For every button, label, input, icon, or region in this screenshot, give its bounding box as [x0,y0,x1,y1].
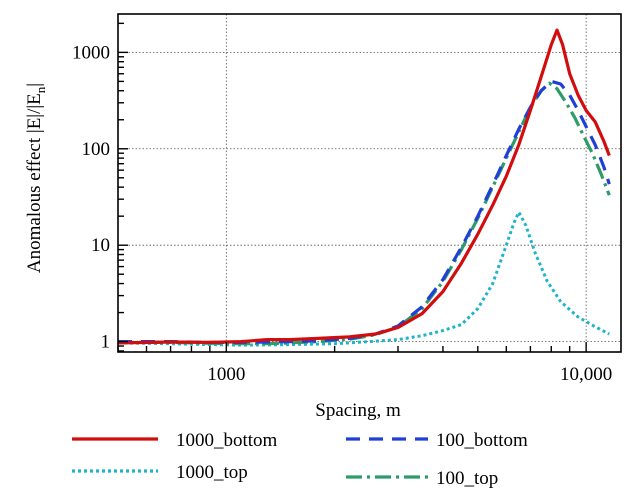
series-line-1000_top [118,210,610,347]
series-line-100_bottom [118,79,611,344]
plot-frame [117,13,622,353]
y-axis-title: Anomalous effect |E|/|En| [24,83,48,273]
y-axis-title-subscript: n [33,86,48,93]
x-tick-label-1: 10,000 [560,364,612,385]
legend-label-1000_bottom: 1000_bottom [176,430,278,451]
y-tick-label-3: 1000 [72,42,110,63]
axis-ticks [117,22,587,352]
y-tick-label-0: 1 [101,332,111,353]
tick-labels: 1000 10,000 1 10 100 1000 [72,42,612,385]
x-tick-label-0: 1000 [207,364,245,385]
legend-label-100_bottom: 100_bottom [436,430,528,451]
y-axis-title-end: | [24,83,45,87]
y-tick-label-2: 100 [82,139,111,160]
series-line-1000_bottom [118,28,611,345]
grid-lines [118,14,621,352]
x-axis-title: Spacing, m [315,400,401,421]
legend-label-1000_top: 1000_top [176,462,248,483]
legend-label-100_top: 100_top [436,468,498,489]
series-line-100_top [118,81,611,346]
legend: 1000_bottom 100_bottom 1000_top 100_top [72,430,528,489]
y-axis-title-main: Anomalous effect |E|/|E [24,93,45,273]
series-lines [118,28,611,347]
y-tick-label-1: 10 [91,235,110,256]
